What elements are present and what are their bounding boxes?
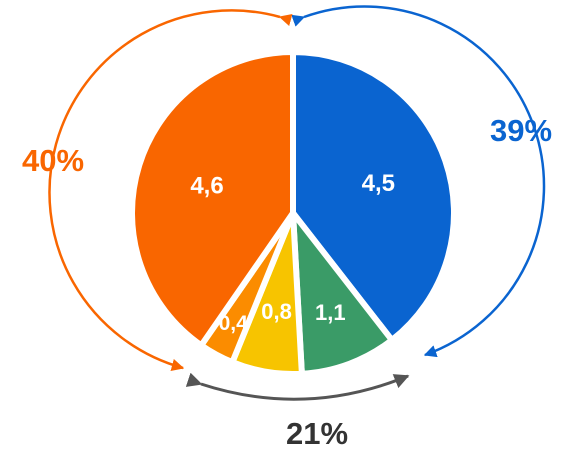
pie-slice-label-3: 0,4 (219, 312, 249, 335)
pie-slice-label-0: 4,5 (362, 170, 395, 197)
pie-slice-label-4: 4,6 (190, 173, 223, 200)
group-arc-40 (48, 9, 293, 372)
pie-slice-label-2: 0,8 (261, 299, 292, 324)
group-arc-21 (185, 372, 410, 401)
group-arc-39 (291, 5, 546, 358)
pie-slice-label-1: 1,1 (315, 300, 346, 325)
group-label-39: 39% (490, 113, 552, 148)
pie-slices (129, 49, 457, 377)
group-label-21: 21% (286, 416, 348, 450)
group-label-40: 40% (22, 143, 84, 178)
